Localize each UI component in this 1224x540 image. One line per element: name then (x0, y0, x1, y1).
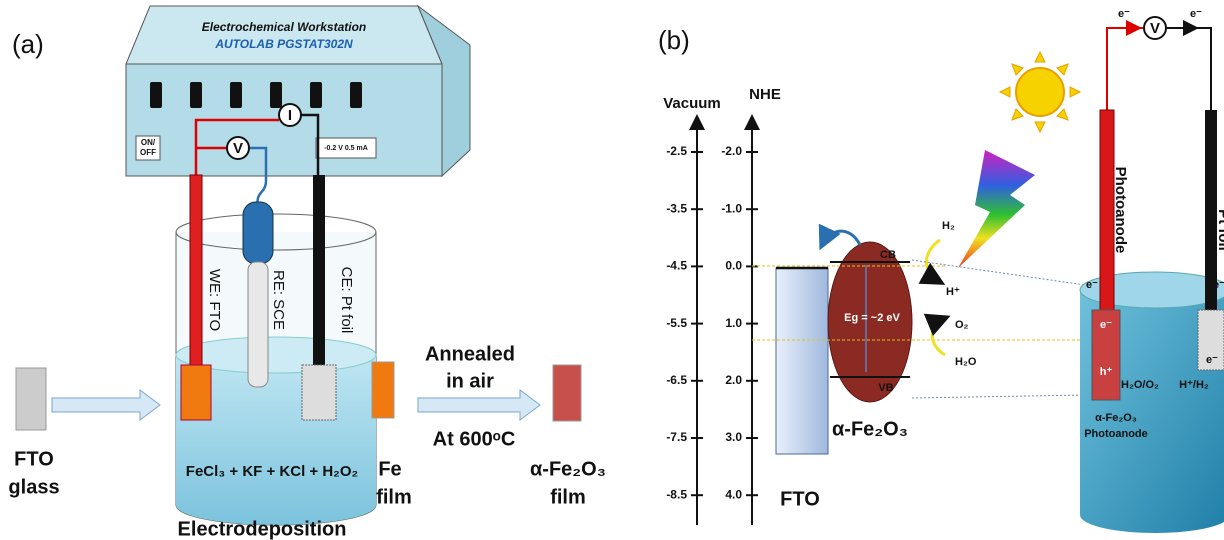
tick-label: -2.5 (666, 144, 687, 158)
electron-transfer (822, 231, 860, 245)
tick-label: 3.0 (725, 430, 742, 444)
switch-label: ON/ (141, 138, 156, 147)
re-cap (243, 202, 273, 264)
zoom-line (912, 395, 1085, 398)
slot (270, 82, 282, 108)
oxidation-label: O₂ (955, 319, 969, 331)
ce-rod (313, 175, 325, 365)
anneal-temp: At 600ᵒC (433, 428, 516, 450)
slot (350, 82, 362, 108)
fto-glass-plate (16, 368, 46, 430)
couple-label: H⁺/H₂ (1179, 379, 1209, 391)
electrode-label: WE: FTO (206, 269, 223, 331)
product-plate (553, 365, 581, 421)
process-label: Electrodeposition (178, 518, 347, 540)
workstation-top (126, 6, 442, 64)
panel-label: (a) (12, 29, 44, 59)
hole-label: h⁺ (1100, 366, 1113, 378)
tick-label: 4.0 (725, 487, 742, 501)
switch-label: OFF (140, 148, 156, 157)
fto-glass-label: glass (8, 476, 59, 498)
cell-voltmeter-label: V (1150, 20, 1160, 37)
oxidation-label: H₂O (955, 356, 977, 368)
reduction-label: H₂ (942, 220, 955, 232)
tick-label: -6.5 (666, 373, 687, 387)
voltmeter-label: V (233, 140, 243, 157)
tick-label: -2.0 (721, 144, 742, 158)
reduction-arrow (927, 240, 941, 282)
electrode-label: RE: SCE (270, 270, 287, 330)
ammeter-label: I (288, 107, 292, 124)
slot (230, 82, 242, 108)
we-plate (181, 365, 211, 420)
cell-wire-anode (1107, 28, 1143, 120)
fe-film-label: film (376, 486, 412, 508)
re-tube (248, 262, 268, 387)
tick-label: -7.5 (666, 430, 687, 444)
oxidation-arrow (932, 318, 945, 355)
cell-wire-cathode (1167, 28, 1211, 120)
fto-band (776, 268, 828, 454)
anneal-label: Annealed (425, 343, 515, 365)
electron-label: e⁻ (1206, 354, 1218, 366)
electron-label: e⁻ (1213, 279, 1224, 291)
cell-caption: Photoanode (1084, 428, 1148, 440)
tick-label: -3.5 (666, 201, 687, 215)
tick-label: -4.5 (666, 259, 687, 273)
bandgap-label: Eg = ~2 eV (844, 312, 900, 324)
electrode-label: CE: Pt foil (338, 267, 355, 334)
sun-disc (1016, 68, 1064, 116)
fe-film-plate (372, 362, 394, 418)
reduction-label: H⁺ (946, 286, 960, 298)
electron-label: e⁻ (1100, 319, 1112, 331)
sun (1000, 52, 1080, 132)
slot (190, 82, 202, 108)
product-label: α-Fe₂O₃ (530, 458, 606, 480)
tick-label: -8.5 (666, 487, 687, 501)
fto-label: FTO (780, 488, 820, 510)
axis-title: Vacuum (663, 95, 721, 112)
hematite-label: α-Fe₂O₃ (832, 418, 908, 440)
anode-rod (1100, 110, 1114, 310)
page: (a) Electrochemical Workstation AUTOLAB … (0, 0, 1224, 540)
workstation-title: Electrochemical Workstation (202, 20, 367, 34)
slot (150, 82, 162, 108)
we-rod (190, 175, 202, 365)
electrolyte-label: FeCl₃ + KF + KCl + H₂O₂ (186, 463, 358, 480)
display-label: -0.2 V 0.5 mA (324, 145, 368, 152)
fe-film-label: Fe (378, 458, 401, 480)
panel-label: (b) (658, 25, 690, 55)
electron-label: e⁻ (1190, 8, 1202, 20)
workstation-model: AUTOLAB PGSTAT302N (214, 37, 353, 51)
ce-mesh (302, 365, 336, 420)
anneal-label: in air (446, 370, 494, 392)
cathode-label: Pt foil (1215, 209, 1224, 251)
cell-caption: α-Fe₂O₃ (1095, 412, 1137, 424)
tick-label: 0.0 (725, 259, 742, 273)
arrow (418, 390, 540, 420)
electron-label: e⁻ (1118, 8, 1130, 20)
couple-label: H₂O/O₂ (1121, 379, 1159, 391)
figure: (a) Electrochemical Workstation AUTOLAB … (0, 0, 1224, 540)
tick-label: -5.5 (666, 316, 687, 330)
anode-label: Photoanode (1112, 167, 1129, 254)
ticks: -2.5 -3.5 -4.5 -5.5 -6.5 -7.5 -8.5 -2.0 -1.0 0.0 1… (666, 144, 758, 501)
electron-label: e⁻ (1086, 279, 1098, 291)
tick-label: 2.0 (725, 373, 742, 387)
vb-label: VB (878, 382, 893, 394)
slot (310, 82, 322, 108)
cb-label: CB (880, 249, 896, 261)
fto-glass-label: FTO (14, 448, 54, 470)
tick-label: 1.0 (725, 316, 742, 330)
product-label: film (550, 486, 586, 508)
arrow (52, 390, 160, 420)
light-bolt (958, 150, 1035, 268)
axis-title: NHE (749, 86, 781, 103)
tick-label: -1.0 (721, 201, 742, 215)
